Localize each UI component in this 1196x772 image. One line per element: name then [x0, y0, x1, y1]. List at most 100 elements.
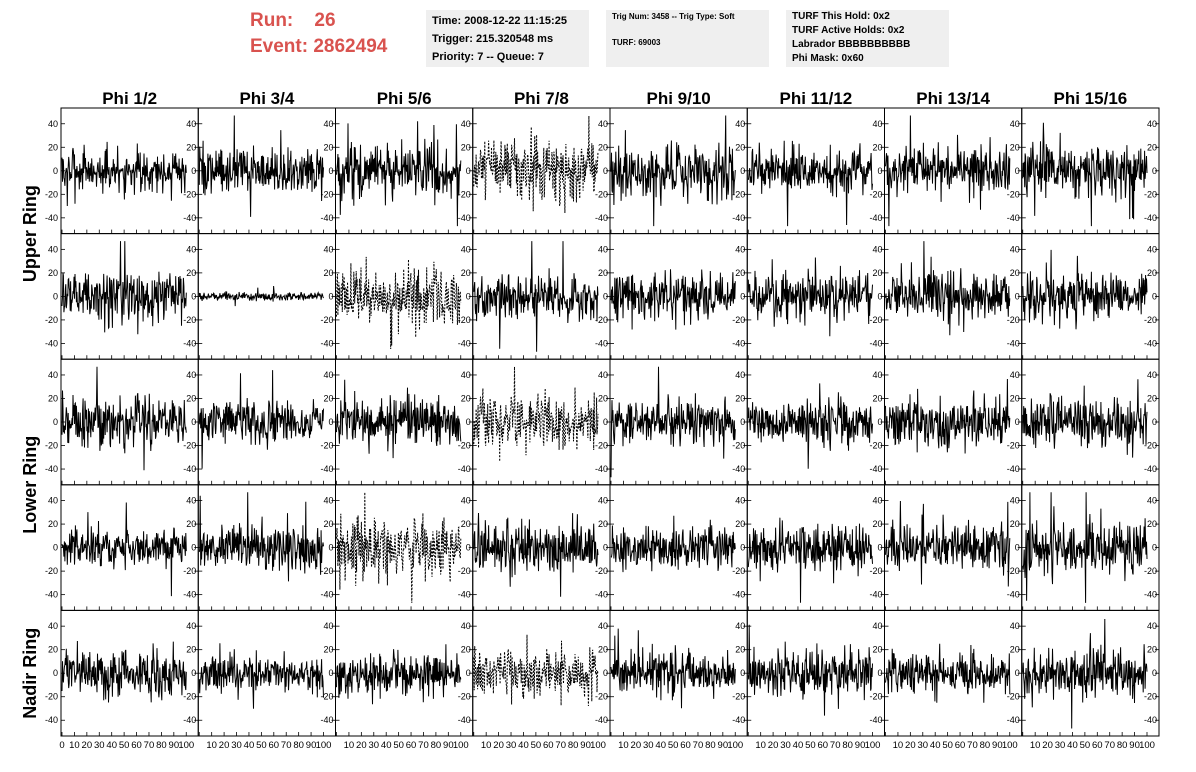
- y-tick-label: -40: [458, 338, 471, 348]
- y-tick-label: 0: [877, 668, 882, 678]
- y-tick-label: 20: [323, 142, 333, 152]
- y-tick-label: 20: [1010, 519, 1020, 529]
- y-tick-label: 40: [48, 496, 58, 506]
- y-tick-label: -40: [1144, 464, 1157, 474]
- y-tick-label: 20: [1010, 268, 1020, 278]
- x-tick-label: 50: [256, 740, 267, 751]
- y-tick-label: 40: [598, 244, 608, 254]
- y-tick-label: 40: [1147, 496, 1157, 506]
- panel-frame: [197, 358, 336, 486]
- panel-frame: [609, 107, 748, 235]
- waveform-trace: [336, 644, 462, 705]
- x-tick-label: 90: [855, 740, 866, 751]
- event-line: Event: 2862494: [250, 34, 420, 60]
- y-tick-label: 20: [48, 268, 58, 278]
- y-tick-label: -40: [45, 590, 58, 600]
- y-tick-label: -20: [183, 189, 196, 199]
- y-tick-label: 0: [191, 166, 196, 176]
- y-tick-label: -20: [458, 441, 471, 451]
- waveform-trace: [1022, 249, 1148, 330]
- x-tick-label: 100: [178, 740, 194, 751]
- y-tick-label: 20: [48, 393, 58, 403]
- x-tick-label: 50: [668, 740, 679, 751]
- y-tick-label: 0: [328, 166, 333, 176]
- waveform-trace: [610, 628, 736, 709]
- y-tick-label: 40: [186, 496, 196, 506]
- x-tick-label: 80: [842, 740, 853, 751]
- x-tick-label: 10: [344, 740, 355, 751]
- x-tick-label: 80: [156, 740, 167, 751]
- waveform-trace: [336, 121, 462, 227]
- waveform-trace: [610, 366, 736, 478]
- waveform-trace: [61, 640, 187, 703]
- x-tick-label: 30: [1055, 740, 1066, 751]
- y-tick-label: 20: [598, 268, 608, 278]
- waveform-trace: [473, 512, 599, 597]
- y-tick-label: -20: [183, 692, 196, 702]
- y-tick-label: 40: [1147, 244, 1157, 254]
- x-tick-label: 70: [830, 740, 841, 751]
- y-tick-label: 40: [186, 621, 196, 631]
- y-tick-label: -40: [45, 715, 58, 725]
- ring-label: Lower Ring: [20, 436, 40, 534]
- y-tick-label: 40: [186, 370, 196, 380]
- y-tick-label: 40: [598, 621, 608, 631]
- y-tick-label: 40: [186, 244, 196, 254]
- y-tick-label: -20: [458, 566, 471, 576]
- waveform-trace: [885, 241, 1011, 336]
- y-tick-label: 40: [735, 621, 745, 631]
- x-tick-label: 100: [590, 740, 606, 751]
- x-tick-label: 40: [930, 740, 941, 751]
- x-tick-label: 60: [406, 740, 417, 751]
- trig-num-text: Trig Num: 3458 -- Trig Type: Soft: [612, 12, 735, 21]
- phi-mask-text: Phi Mask: 0x60: [792, 53, 864, 64]
- y-tick-label: 0: [466, 668, 471, 678]
- y-tick-label: 20: [1147, 645, 1157, 655]
- y-tick-label: -40: [458, 464, 471, 474]
- waveform-trace: [473, 241, 599, 352]
- y-tick-label: -40: [183, 338, 196, 348]
- y-tick-label: -40: [595, 464, 608, 474]
- waveform-trace: [473, 366, 599, 462]
- y-tick-label: 0: [328, 417, 333, 427]
- column-header: Phi 11/12: [779, 89, 852, 108]
- turf-active-text: TURF Active Holds: 0x2: [792, 25, 905, 36]
- y-tick-label: 40: [323, 370, 333, 380]
- y-tick-label: -20: [320, 315, 333, 325]
- waveform-trace: [1022, 379, 1148, 458]
- y-tick-label: 20: [461, 645, 471, 655]
- y-tick-label: -40: [458, 715, 471, 725]
- y-tick-label: -40: [320, 590, 333, 600]
- y-tick-label: 0: [1152, 291, 1157, 301]
- y-tick-label: -20: [1007, 566, 1020, 576]
- y-tick-label: 0: [191, 668, 196, 678]
- y-tick-label: -20: [595, 189, 608, 199]
- y-tick-label: 20: [872, 268, 882, 278]
- y-tick-label: 0: [877, 543, 882, 553]
- y-tick-label: 20: [186, 519, 196, 529]
- waveform-trace: [885, 500, 1011, 587]
- y-tick-label: 0: [191, 543, 196, 553]
- y-tick-label: 0: [1152, 668, 1157, 678]
- y-tick-label: -40: [1007, 715, 1020, 725]
- x-tick-label: 90: [718, 740, 729, 751]
- x-tick-label: 90: [1129, 740, 1140, 751]
- trigger-info-box: Trig Num: 3458 -- Trig Type: Soft TURF: …: [606, 10, 769, 67]
- x-tick-label: 10: [206, 740, 217, 751]
- waveform-trace: [610, 515, 736, 573]
- y-tick-label: 20: [1010, 142, 1020, 152]
- x-tick-label: 40: [106, 740, 117, 751]
- x-tick-label: 40: [244, 740, 255, 751]
- column-header: Phi 3/4: [239, 89, 294, 108]
- y-tick-label: 40: [735, 244, 745, 254]
- turf-info-box: TURF This Hold: 0x2 TURF Active Holds: 0…: [786, 10, 949, 67]
- event-value: 2862494: [313, 36, 388, 57]
- waveform-trace: [198, 643, 324, 709]
- y-tick-label: 40: [461, 244, 471, 254]
- x-tick-label: 80: [1117, 740, 1128, 751]
- y-tick-label: 0: [1015, 166, 1020, 176]
- y-tick-label: 40: [1010, 621, 1020, 631]
- y-tick-label: -40: [45, 464, 58, 474]
- x-tick-label: 60: [955, 740, 966, 751]
